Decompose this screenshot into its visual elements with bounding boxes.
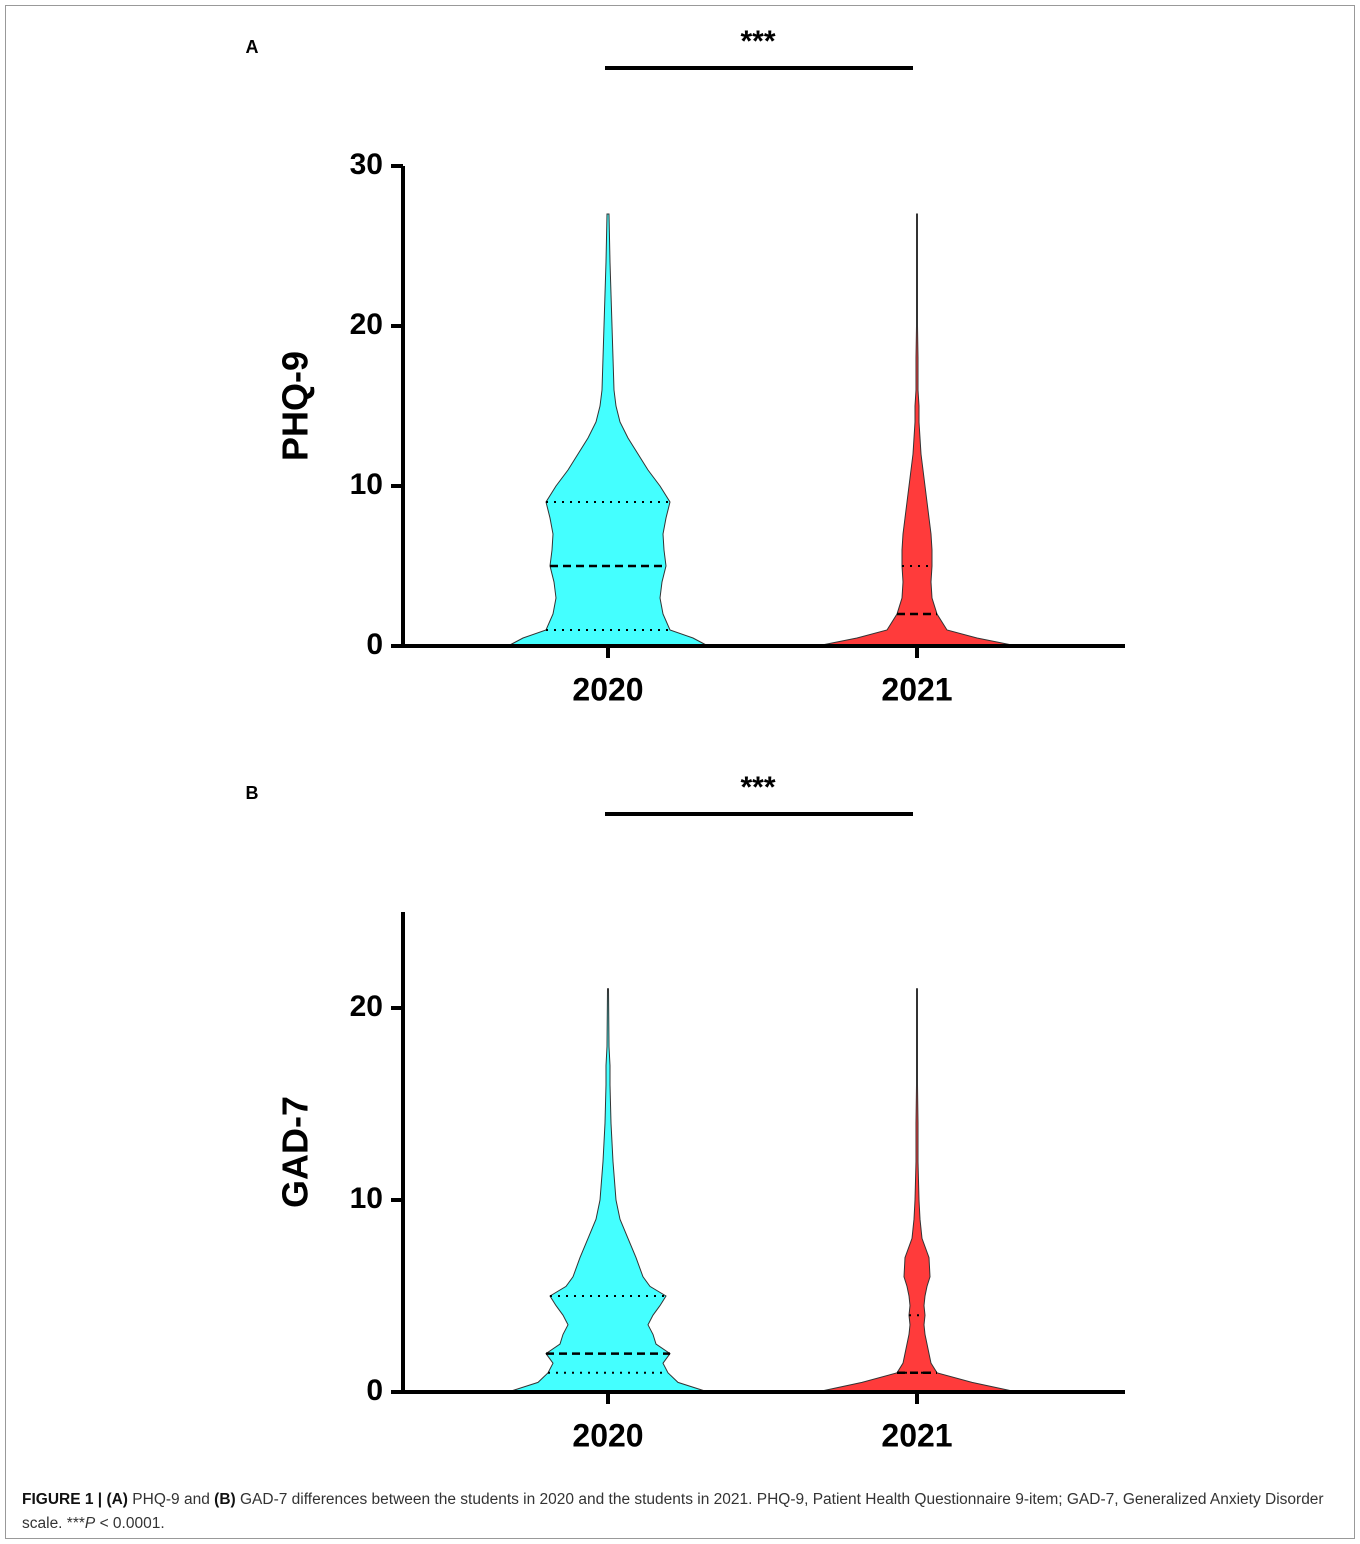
violin — [507, 213, 709, 647]
x-tick-label: 2021 — [881, 671, 952, 707]
y-axis-title: GAD-7 — [275, 1096, 316, 1208]
caption-text: GAD-7 differences between the students i… — [22, 1491, 1324, 1532]
frame — [5, 5, 1355, 1539]
y-tick-label: 30 — [350, 148, 383, 181]
x-tick-label: 2021 — [881, 1417, 952, 1453]
violin — [816, 213, 1018, 647]
caption-p: P — [84, 1515, 96, 1532]
x-tick-label: 2020 — [572, 1417, 643, 1453]
panel-label: B — [246, 783, 259, 803]
caption-text: PHQ-9 and — [132, 1491, 210, 1508]
x-tick-label: 2020 — [572, 671, 643, 707]
caption-text: < 0.0001. — [99, 1515, 165, 1532]
caption-a: (A) — [106, 1491, 128, 1508]
significance: *** — [740, 771, 775, 804]
caption-b: (B) — [214, 1491, 236, 1508]
caption: FIGURE 1 | (A) PHQ-9 and (B) GAD-7 diffe… — [22, 1488, 1332, 1536]
y-axis-title: PHQ-9 — [275, 351, 316, 461]
violin — [816, 988, 1018, 1393]
significance: *** — [740, 25, 775, 58]
panel-label: A — [246, 37, 259, 57]
y-tick-label: 20 — [350, 308, 383, 341]
y-tick-label: 10 — [350, 1182, 383, 1215]
violin — [507, 988, 709, 1393]
y-tick-label: 0 — [366, 628, 383, 661]
y-tick-label: 20 — [350, 990, 383, 1023]
y-tick-label: 10 — [350, 468, 383, 501]
y-tick-label: 0 — [366, 1374, 383, 1407]
caption-figure: FIGURE 1 | — [22, 1491, 103, 1508]
